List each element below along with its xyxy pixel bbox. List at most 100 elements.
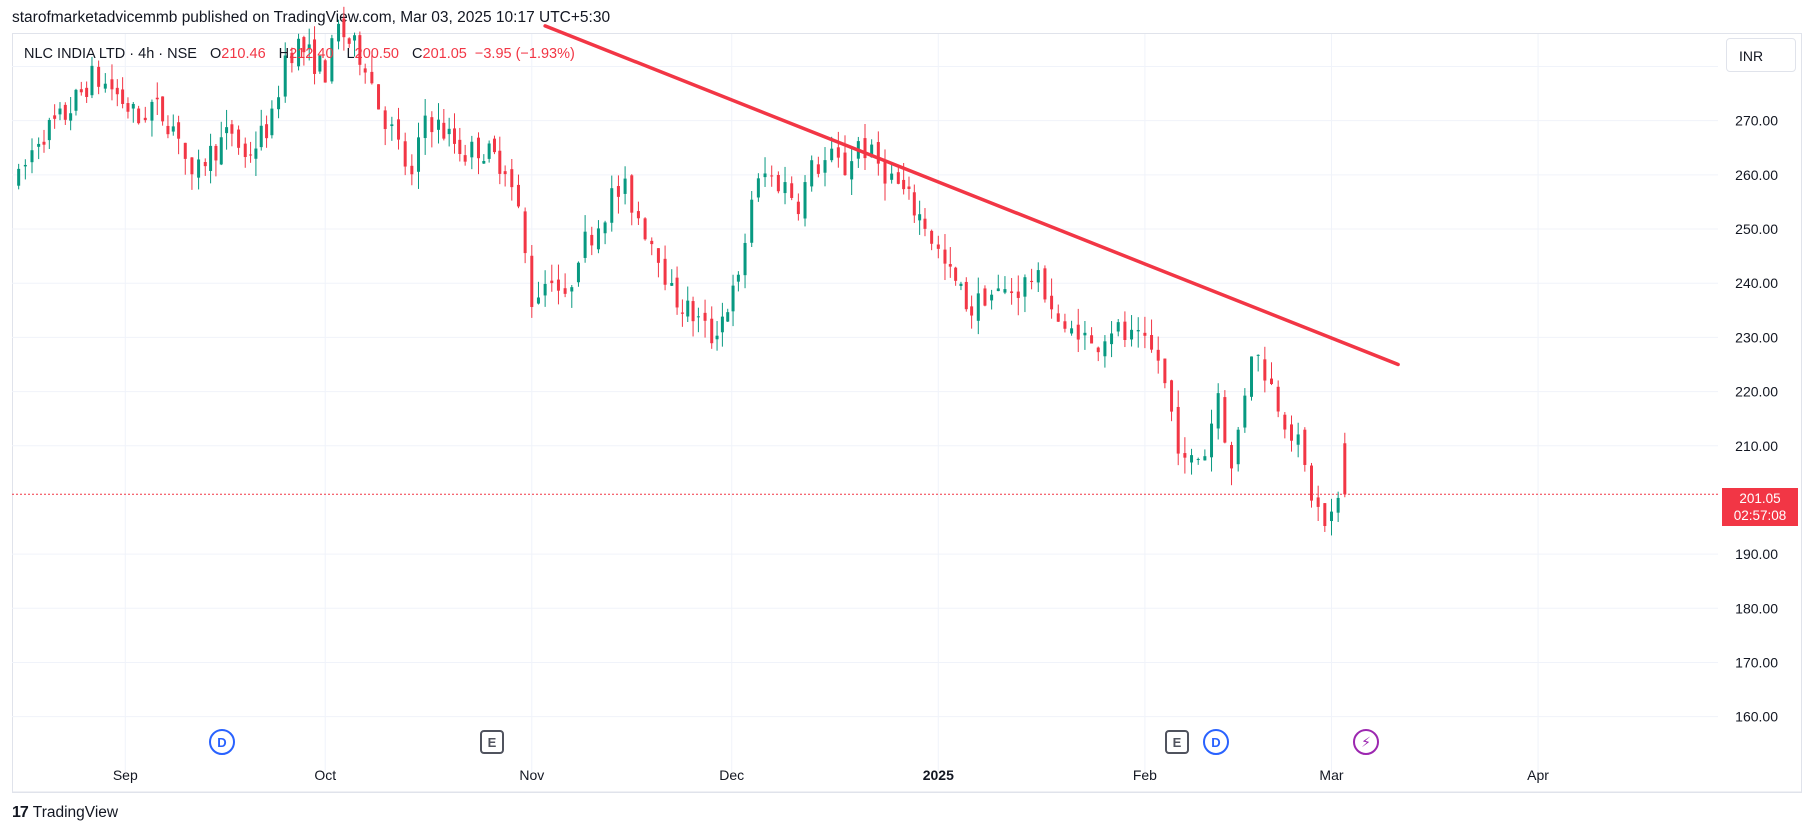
candle-body (1083, 332, 1087, 336)
candle-body (463, 155, 467, 162)
candle-body (890, 173, 894, 180)
candle-body (377, 84, 381, 110)
candle-body (277, 97, 281, 110)
candle-body (663, 258, 667, 285)
candle-body (110, 79, 114, 90)
candle-body (623, 178, 627, 194)
earnings-event-icon[interactable]: E (1165, 730, 1189, 754)
candle-body (1336, 497, 1340, 513)
candle-body (58, 108, 62, 115)
candle-body (337, 23, 341, 42)
candle-body (830, 148, 834, 161)
earnings-event-icon[interactable]: E (480, 730, 504, 754)
split-event-icon[interactable]: ⚡ (1353, 729, 1379, 755)
candle-body (883, 161, 887, 184)
candle-body (1030, 280, 1034, 283)
candle-body (603, 222, 607, 234)
symbol-legend: NLC INDIA LTD · 4h · NSE O210.46 H212.40… (24, 46, 575, 62)
candle-body (458, 139, 462, 154)
candle-body (1309, 465, 1313, 501)
candle-body (816, 164, 820, 174)
candle-body (131, 103, 135, 109)
candle-body (650, 240, 654, 245)
candle-body (342, 18, 346, 38)
candle-body (1036, 270, 1040, 283)
candle-body (37, 143, 41, 147)
candle-body (323, 60, 327, 83)
bar-countdown: 02:57:08 (1733, 508, 1787, 523)
candle-body (1103, 341, 1107, 357)
price-tick-label: 190.00 (1735, 546, 1778, 562)
candle-body (1016, 291, 1020, 298)
candle-body (686, 300, 690, 317)
candle-body (1203, 456, 1207, 461)
candle-body (736, 274, 740, 282)
currency-selector[interactable]: INR (1726, 38, 1796, 72)
last-price-value: 201.05 (1739, 491, 1781, 506)
candle-body (17, 168, 21, 186)
dividend-event-icon[interactable]: D (209, 729, 235, 755)
candle-body (583, 231, 587, 258)
candle-body (1190, 455, 1194, 463)
candle-body (1323, 503, 1327, 527)
price-tick-label: 270.00 (1735, 113, 1778, 129)
candle-body (383, 110, 387, 130)
low-value: 200.50 (354, 46, 399, 62)
candle-body (696, 316, 700, 318)
time-tick-label: Sep (113, 767, 138, 783)
candle-body (1243, 395, 1247, 428)
price-tick-label: 160.00 (1735, 709, 1778, 725)
tradingview-logo[interactable]: 17 TradingView (12, 804, 118, 822)
candle-body (1329, 511, 1333, 522)
candle-body (1296, 434, 1300, 445)
time-tick-label: Mar (1319, 767, 1343, 783)
candle-body (936, 244, 940, 249)
dividend-event-icon[interactable]: D (1203, 729, 1229, 755)
candle-body (556, 279, 560, 291)
time-tick-label: Feb (1133, 767, 1157, 783)
candle-body (42, 141, 46, 145)
time-tick-label: Nov (519, 767, 544, 783)
candle-body (143, 117, 147, 121)
candle-body (930, 230, 934, 244)
candle-body (643, 218, 647, 240)
candle-body (307, 44, 311, 49)
time-tick-label: Oct (314, 767, 336, 783)
candle-body (203, 161, 207, 167)
candle-body (1096, 347, 1100, 353)
candle-body (353, 35, 357, 41)
candle-body (161, 96, 165, 122)
candle-body (137, 108, 141, 124)
candle-body (576, 262, 580, 283)
candle-body (990, 294, 994, 301)
candle-body (1176, 406, 1180, 454)
candle-body (283, 55, 287, 97)
candle-body (1130, 329, 1134, 340)
candle-body (390, 124, 394, 127)
time-tick-label: 2025 (923, 767, 954, 783)
candle-body (270, 108, 274, 136)
symbol-title[interactable]: NLC INDIA LTD · 4h · NSE (24, 46, 197, 62)
candle-body (870, 144, 874, 158)
candle-body (1143, 332, 1147, 336)
candle-body (30, 150, 34, 163)
candle-body (1343, 443, 1347, 495)
candle-body (397, 119, 401, 140)
candle-body (1316, 497, 1320, 507)
price-tick-label: 240.00 (1735, 275, 1778, 291)
candle-body (1116, 322, 1120, 332)
candle-body (1156, 349, 1160, 361)
candle-body (363, 68, 367, 73)
candle-body (1263, 359, 1267, 381)
candle-body (902, 179, 906, 190)
price-tick-label: 250.00 (1735, 221, 1778, 237)
candle-body (1290, 424, 1293, 441)
candle-body (1050, 295, 1054, 310)
candle-body (23, 164, 27, 167)
candle-body (230, 124, 234, 134)
candle-body (423, 115, 427, 139)
candle-body (1150, 335, 1154, 350)
candle-body (190, 157, 194, 175)
candle-body (183, 142, 187, 159)
